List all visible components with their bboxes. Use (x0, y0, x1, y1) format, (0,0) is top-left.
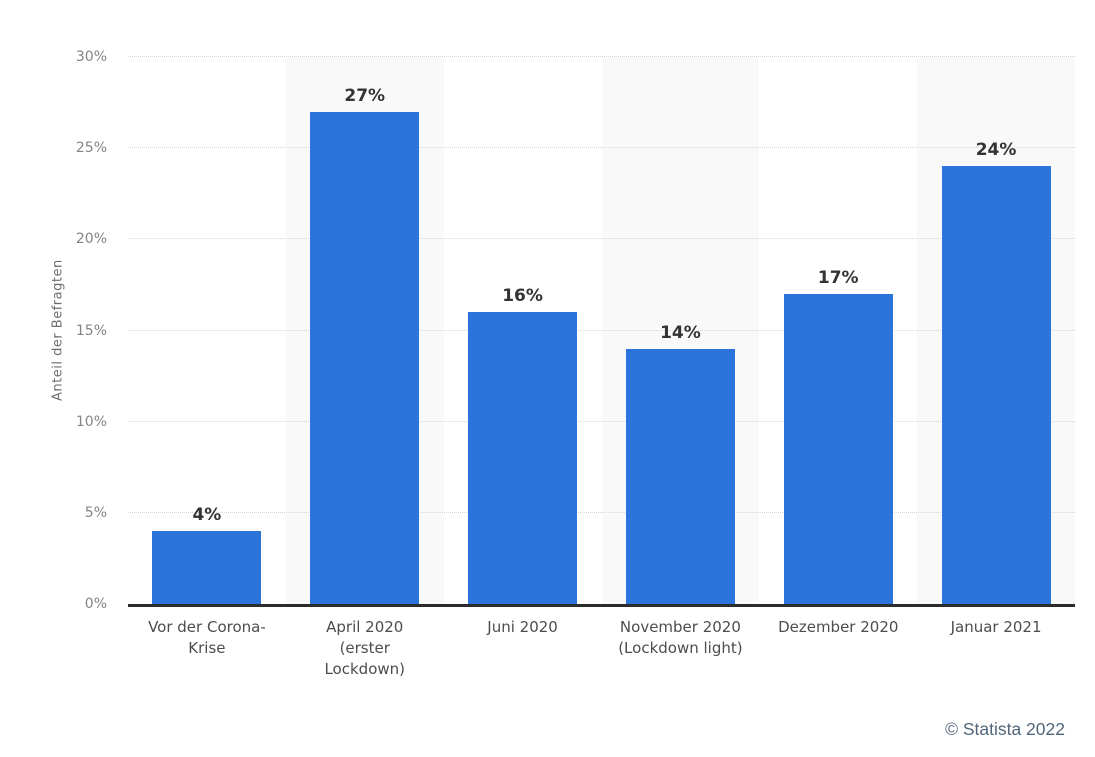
x-axis-label: November 2020 (Lockdown light) (618, 618, 743, 657)
x-axis-label: Juni 2020 (487, 618, 558, 636)
y-axis-tick-label: 20% (75, 231, 107, 248)
y-axis: 0% 5% 10% 15% 20% 25% 30% (0, 49, 107, 612)
x-axis-label: Januar 2021 (950, 618, 1042, 636)
bar[interactable] (310, 111, 420, 604)
y-axis-tick-label: 30% (75, 49, 107, 65)
gridline (128, 511, 1075, 513)
bar[interactable] (625, 348, 735, 604)
statista-credit: © Statista 2022 (945, 719, 1065, 739)
x-axis-label: April 2020 (erster Lockdown) (324, 618, 405, 678)
y-axis-tick-label: 0% (84, 596, 107, 612)
y-axis-tick-label: 10% (75, 413, 107, 430)
bar-value-label: 17% (817, 268, 859, 289)
y-axis-tick-label: 5% (84, 504, 107, 521)
gridline (128, 329, 1075, 331)
bar[interactable] (152, 531, 262, 604)
gridline (128, 420, 1075, 422)
bar-value-label: 24% (975, 140, 1017, 161)
bar-value-label: 4% (192, 505, 222, 526)
bar-value-label: 16% (502, 286, 543, 307)
x-axis-label: Dezember 2020 (778, 618, 899, 636)
bar[interactable] (468, 312, 578, 604)
bar[interactable] (783, 294, 893, 604)
plot-area: 4% 27% 16% 14% 17% 24% (128, 56, 1075, 607)
y-axis-tick-label: 15% (75, 322, 107, 339)
bar-value-label: 14% (660, 322, 701, 343)
gridline (128, 147, 1075, 149)
bar-value-label: 27% (344, 85, 386, 106)
gridline (128, 56, 1075, 57)
x-axis: Vor der Corona- Krise April 2020 (erster … (128, 617, 1075, 707)
gridline (128, 238, 1075, 240)
x-axis-label: Vor der Corona- Krise (148, 618, 266, 657)
bar[interactable] (941, 166, 1051, 604)
y-axis-tick-label: 25% (75, 140, 107, 157)
